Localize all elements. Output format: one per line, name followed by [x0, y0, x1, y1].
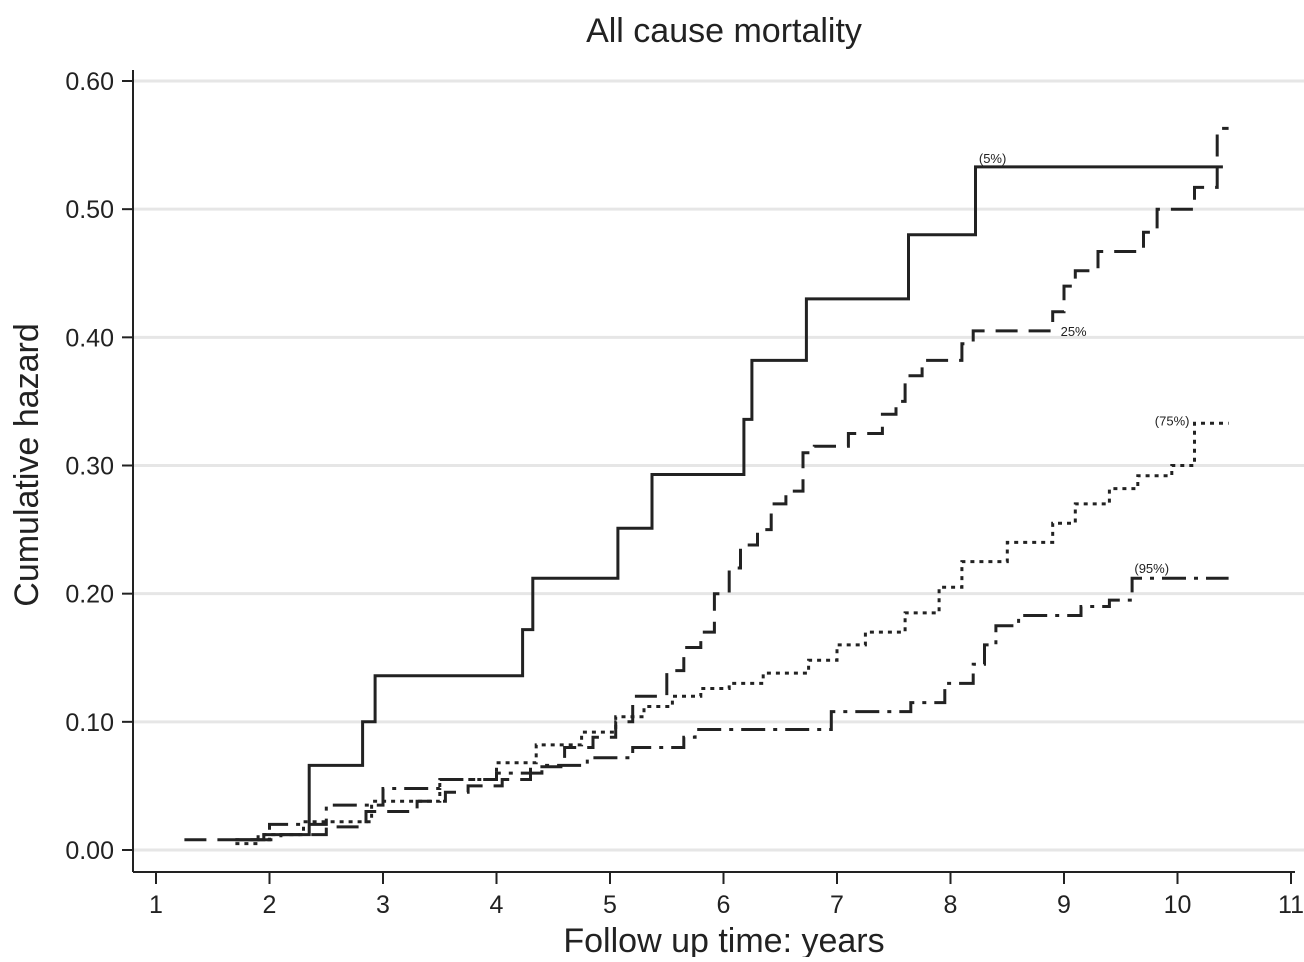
series-label-1: (5%)	[979, 151, 1006, 166]
series-label-2: 25%	[1061, 324, 1087, 339]
axes	[122, 70, 1295, 884]
series-line-1	[235, 165, 1223, 842]
y-tick-label: 0.10	[65, 709, 114, 737]
y-axis-title: Cumulative hazard	[8, 323, 46, 606]
x-tick-label: 1	[149, 891, 163, 919]
series-labels: (5%) 25% (75%) (95%)	[979, 151, 1190, 576]
chart-title: All cause mortality	[586, 12, 862, 50]
x-tick-label: 9	[1057, 891, 1071, 919]
y-tick-label: 0.60	[65, 68, 114, 96]
x-tick-label: 7	[830, 891, 844, 919]
x-tick-label: 4	[490, 891, 504, 919]
series-label-4: (95%)	[1134, 561, 1169, 576]
y-tick-label: 0.40	[65, 324, 114, 352]
y-tick-label: 0.20	[65, 581, 114, 609]
series-line-4	[235, 576, 1229, 842]
x-tick-label: 6	[717, 891, 731, 919]
x-tick-label: 2	[263, 891, 277, 919]
x-tick-label: 11	[1278, 891, 1304, 919]
series-line-2	[184, 126, 1229, 842]
grid-lines	[133, 79, 1304, 852]
x-tick-label: 8	[944, 891, 958, 919]
y-tick-label: 0.00	[65, 837, 114, 865]
x-tick-label: 5	[603, 891, 617, 919]
x-axis-title: Follow up time: years	[563, 922, 884, 957]
y-tick-label: 0.50	[65, 196, 114, 224]
series-label-3: (75%)	[1155, 414, 1190, 429]
y-tick-label: 0.30	[65, 453, 114, 481]
x-tick-label: 10	[1164, 891, 1192, 919]
series-lines	[184, 126, 1229, 846]
tick-labels: 0.00 0.10 0.20 0.30 0.40 0.50 0.60 1 2 3 4 5 6 7 8 9 10 1…	[65, 68, 1304, 919]
series-line-3	[235, 421, 1229, 846]
x-tick-label: 3	[376, 891, 390, 919]
